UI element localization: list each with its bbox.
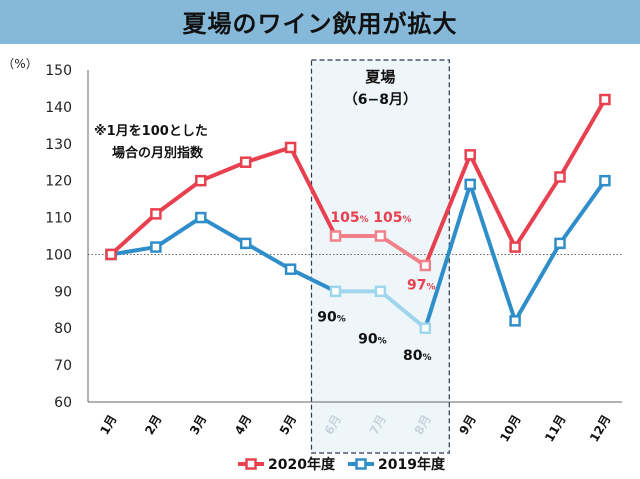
data-point-2019: [554, 237, 566, 250]
data-point-2019: [239, 237, 252, 250]
data-label-unit: %: [337, 314, 346, 324]
series-line-segment-2020: [378, 234, 428, 268]
y-tick-label: 140: [45, 100, 72, 116]
x-tick-label: 5月: [277, 413, 299, 438]
y-tick-label: 120: [45, 174, 72, 190]
data-point-2019: [374, 285, 387, 298]
legend-swatch-marker: [355, 458, 367, 470]
data-label: 90%: [317, 309, 346, 325]
x-tick-label: 2月: [142, 413, 164, 438]
series-line-segment-2019: [423, 182, 473, 331]
data-point-2019: [464, 178, 476, 191]
data-label-value: 105: [373, 210, 402, 226]
chart-title: 夏場のワイン飲用が拡大: [182, 10, 458, 38]
data-label-unit: %: [360, 215, 369, 225]
summer-highlight-band: [310, 59, 450, 454]
series-line-segment-2019: [198, 215, 248, 246]
x-tick-label: 1月: [97, 413, 119, 438]
x-tick-label: 4月: [232, 413, 254, 438]
summer-band-range: （6−8月）: [344, 92, 417, 108]
data-label-unit: %: [403, 215, 412, 225]
legend-label: 2019年度: [378, 456, 446, 473]
data-label-value: 105: [330, 210, 359, 226]
data-point-2020: [374, 230, 387, 242]
series-line-segment-2019: [109, 245, 158, 257]
x-tick-label: 11月: [542, 413, 568, 445]
series-line-segment-2020: [423, 152, 473, 268]
series-line-segment-2020: [243, 145, 293, 165]
data-point-2019: [419, 322, 432, 334]
data-point-2019: [284, 263, 297, 275]
y-tick-label: 150: [45, 63, 72, 79]
data-point-2019: [150, 241, 162, 253]
summer-band-label: 夏場: [364, 68, 395, 86]
y-tick-label: 80: [54, 321, 72, 337]
data-label: 105%: [373, 210, 411, 226]
legend-swatch-marker: [245, 458, 257, 470]
y-tick-label: 130: [45, 137, 72, 153]
data-point-2019: [599, 174, 611, 187]
x-tick-label: 3月: [187, 413, 209, 438]
data-point-2020: [105, 248, 117, 261]
legend-label: 2020年度: [268, 456, 336, 473]
series-line-segment-2019: [513, 241, 562, 323]
series-line-segment-2020: [109, 211, 158, 257]
y-tick-label: 70: [54, 358, 72, 374]
data-point-2020: [150, 208, 162, 220]
series-line-segment-2019: [468, 182, 518, 323]
series-line-segment-2020: [513, 174, 562, 250]
data-point-2020: [509, 241, 521, 253]
series-line-segment-2020: [558, 97, 607, 179]
data-point-2019: [509, 315, 521, 327]
x-tick-label: 9月: [456, 413, 478, 438]
data-point-2020: [419, 259, 432, 272]
data-label: 80%: [403, 348, 432, 364]
series-line-segment-2020: [153, 178, 203, 216]
series-line-segment-2019: [558, 178, 607, 246]
data-label: 90%: [358, 331, 387, 347]
y-tick-label: 90: [54, 284, 72, 300]
data-point-2020: [284, 141, 297, 154]
data-label-value: 80: [403, 348, 423, 364]
series-line-segment-2019: [243, 241, 293, 272]
y-axis-unit-label: （%）: [2, 57, 37, 71]
series-line-segment-2020: [198, 160, 248, 183]
chart-note-line1: ※1月を100とした: [94, 124, 208, 139]
legend-item: 2019年度: [348, 456, 446, 473]
x-tick-label: 12月: [587, 413, 613, 445]
data-label-value: 90: [317, 309, 337, 325]
data-label-unit: %: [427, 283, 436, 293]
y-tick-label: 60: [54, 395, 72, 411]
data-point-2020: [195, 174, 207, 187]
data-point-2020: [239, 156, 252, 168]
data-label-value: 90: [358, 331, 378, 347]
data-point-2019: [195, 211, 207, 224]
data-label-value: 97: [407, 278, 426, 294]
data-point-2020: [464, 149, 476, 161]
data-point-2020: [329, 230, 342, 242]
series-line-segment-2019: [153, 215, 203, 250]
data-point-2019: [329, 285, 342, 298]
data-label-unit: %: [423, 353, 432, 363]
data-label-unit: %: [378, 336, 387, 346]
title-bar: [0, 0, 640, 44]
series-line-segment-2019: [288, 267, 338, 294]
series-line-segment-2020: [288, 145, 338, 238]
data-label: 105%: [330, 210, 368, 226]
y-tick-label: 100: [45, 247, 72, 263]
x-tick-label: 10月: [497, 413, 523, 445]
legend-item: 2020年度: [238, 456, 336, 473]
data-point-2020: [599, 93, 611, 106]
series-line-segment-2020: [468, 152, 518, 250]
y-tick-label: 110: [45, 211, 72, 227]
series-line-segment-2019: [378, 289, 428, 331]
data-point-2020: [554, 171, 566, 183]
data-label: 97%: [407, 278, 436, 294]
chart-note-line2: 場合の月別指数: [112, 145, 204, 161]
